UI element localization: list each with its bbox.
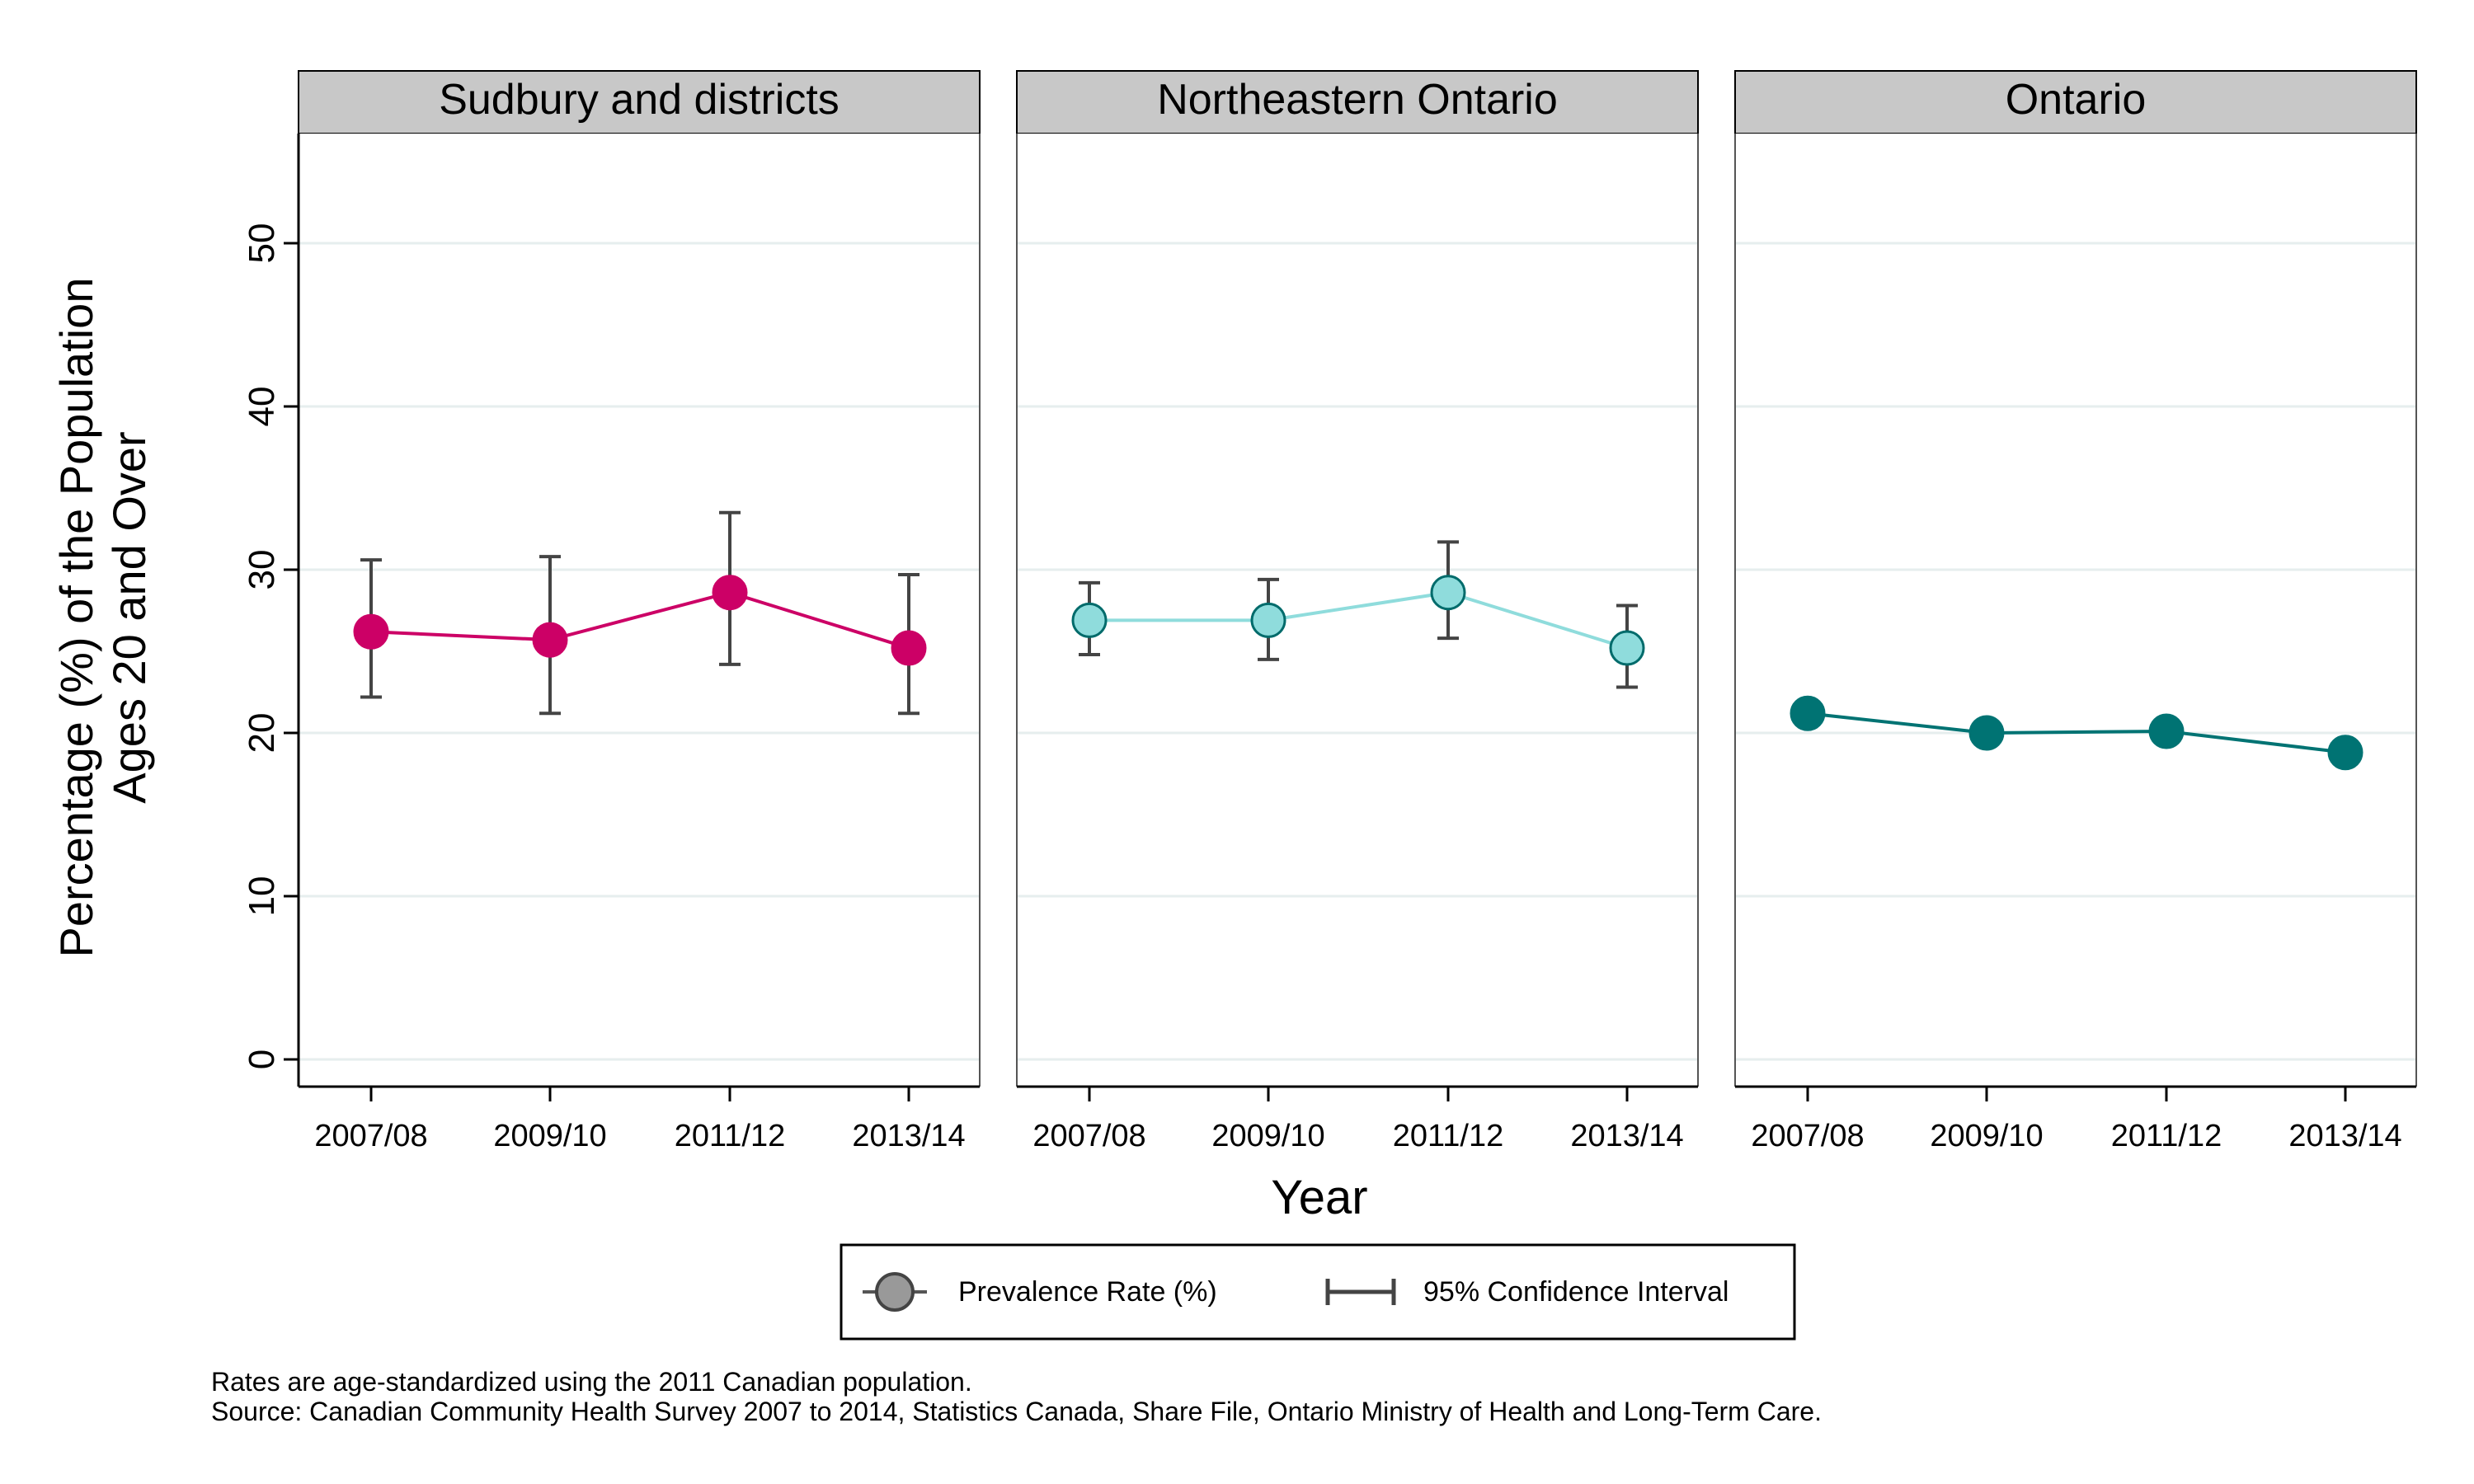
legend-box — [840, 1243, 1796, 1341]
x-tick-label: 2007/08 — [314, 1119, 427, 1153]
y-tick-label: 40 — [242, 387, 282, 427]
data-point — [2148, 713, 2185, 749]
data-point — [1250, 602, 1286, 638]
panel-title: Ontario — [2006, 76, 2147, 124]
x-tick-label: 2009/10 — [1211, 1119, 1324, 1153]
y-tick-label: 30 — [242, 550, 282, 590]
panel-strip — [1016, 70, 1699, 134]
data-point — [1071, 602, 1108, 638]
y-axis-label-line2: Ages 20 and Over — [103, 431, 155, 803]
data-point — [2327, 735, 2363, 771]
series-line — [370, 590, 910, 650]
x-tick-label: 2009/10 — [493, 1119, 606, 1153]
x-tick-label: 2013/14 — [2288, 1119, 2401, 1153]
panel-strip — [1734, 70, 2417, 134]
panel-1: Northeastern Ontario 2007/08 2009/10 2011/1… — [1016, 70, 1699, 1153]
chart-panels: Sudbury and districts 0 10 20 30 40 50 2007/08 2… — [242, 70, 2417, 1153]
panel-title: Sudbury and districts — [439, 76, 840, 124]
panel-2: Ontario 2007/08 2009/10 2011/12 2013/14 — [1734, 70, 2417, 1153]
data-point — [1790, 695, 1826, 731]
y-axis-label-line1: Percentage (%) of the Population — [50, 278, 102, 958]
footnote-source: Source: Canadian Community Health Survey… — [211, 1397, 1822, 1426]
series-line — [1807, 711, 2346, 754]
panel-0: Sudbury and districts 0 10 20 30 40 50 2007/08 2… — [242, 70, 981, 1153]
x-tick-label: 2011/12 — [2111, 1119, 2222, 1153]
x-axis-label: Year — [1271, 1171, 1367, 1224]
data-point — [353, 613, 389, 650]
legend-entry-prevalence: Prevalence Rate (%) — [958, 1276, 1217, 1308]
data-point — [712, 575, 748, 611]
y-tick-label: 10 — [242, 876, 282, 917]
x-tick-label: 2011/12 — [675, 1119, 786, 1153]
x-tick-label: 2007/08 — [1032, 1119, 1145, 1153]
plot-area — [1017, 134, 1698, 1087]
x-tick-label: 2011/12 — [1393, 1119, 1504, 1153]
legend-entry-ci: 95% Confidence Interval — [1423, 1276, 1729, 1308]
y-tick-label: 0 — [242, 1050, 282, 1069]
plot-area — [1735, 134, 2416, 1087]
data-point — [1430, 575, 1466, 611]
x-tick-label: 2013/14 — [1570, 1119, 1683, 1153]
y-tick-label: 50 — [242, 223, 282, 264]
y-tick-label: 20 — [242, 713, 282, 754]
data-point — [1968, 715, 2005, 751]
legend-marker-icon — [875, 1272, 915, 1312]
data-point — [532, 622, 568, 658]
panel-title: Northeastern Ontario — [1157, 76, 1558, 124]
panel-strip — [298, 70, 981, 134]
legend: Prevalence Rate (%) 95% Confidence Inter… — [840, 1243, 1796, 1341]
footnote-age-standardized: Rates are age-standardized using the 201… — [211, 1367, 972, 1397]
plot-area — [299, 134, 980, 1087]
series-line — [1089, 590, 1628, 650]
data-point — [891, 630, 927, 666]
x-tick-label: 2007/08 — [1751, 1119, 1864, 1153]
x-tick-label: 2009/10 — [1930, 1119, 2043, 1153]
data-point — [1609, 630, 1645, 666]
x-tick-label: 2013/14 — [852, 1119, 965, 1153]
legend-ci-icon — [1325, 1279, 1396, 1305]
